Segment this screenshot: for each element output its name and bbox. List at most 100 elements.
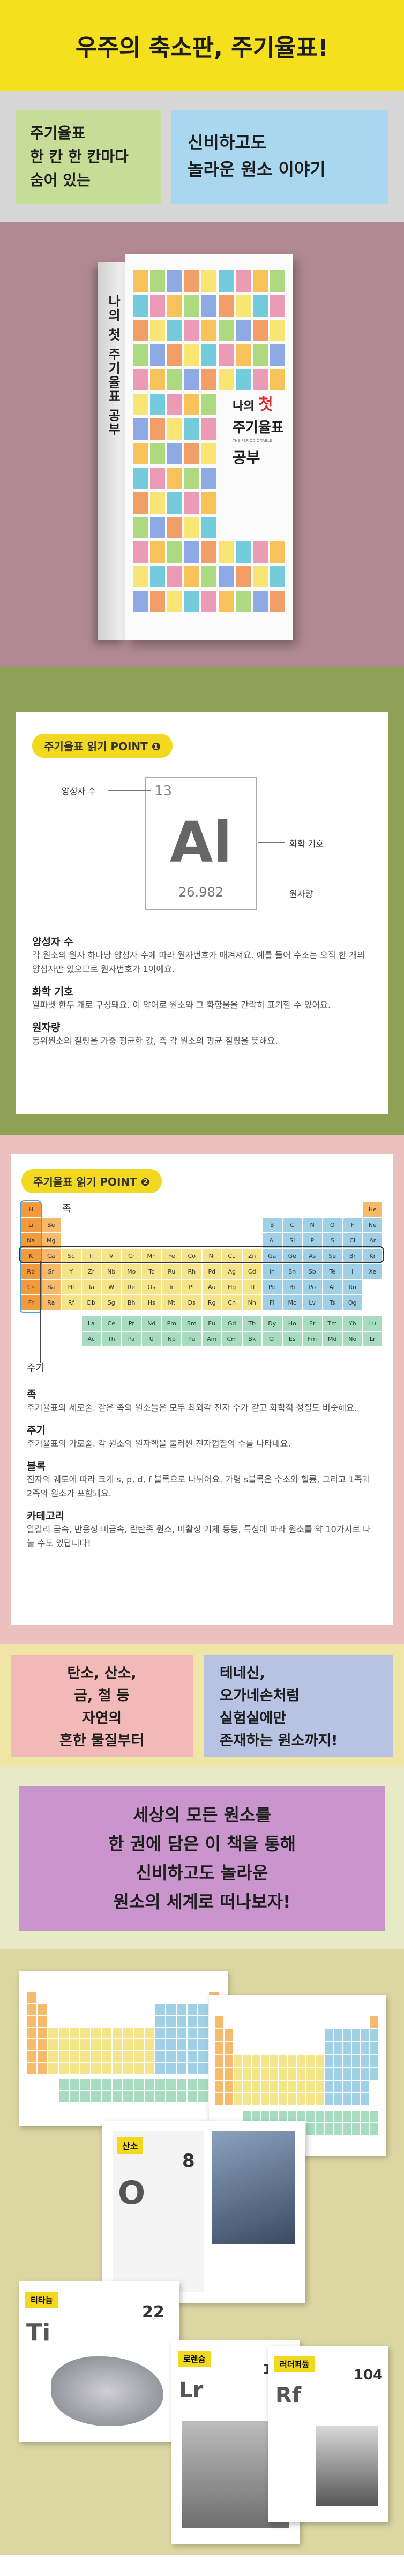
element-cell [155, 2090, 165, 2102]
element-cell [80, 2028, 90, 2038]
cover-tile [167, 369, 182, 390]
leader-line [40, 1261, 41, 1363]
element-cell [252, 2081, 260, 2092]
cover-tile [201, 517, 216, 538]
element-cell [370, 2111, 378, 2123]
element-cell: Ta [81, 1280, 101, 1294]
element-cell [261, 2068, 269, 2080]
element-cell [316, 2111, 324, 2123]
cover-tile [253, 344, 268, 366]
cover-tile [270, 541, 285, 563]
element-cell: Yb [343, 1316, 362, 1331]
cover-tile [219, 566, 234, 587]
point-tag: 주기율표 읽기 POINT ❶ [32, 734, 173, 758]
cover-tile [150, 344, 165, 366]
element-cell [334, 2042, 342, 2054]
element-cell [215, 2055, 223, 2067]
range-line: 금, 철 등 [74, 1688, 130, 1704]
element-cell [243, 2093, 251, 2105]
element-cell: Ho [282, 1316, 302, 1331]
element-cell [361, 2068, 369, 2080]
element-cell [70, 2028, 79, 2038]
cover-tile [150, 517, 165, 538]
cover-tile [150, 591, 165, 612]
element-cell [288, 2055, 296, 2067]
cover-tile [167, 320, 182, 341]
range-line: 오가네손처럼 [220, 1688, 300, 1704]
element-cell [325, 2068, 333, 2080]
element-cell [27, 2063, 36, 2074]
element-mass: 26.982 [178, 885, 223, 900]
element-cell: As [303, 1249, 322, 1263]
range-line: 흔한 물질부터 [59, 1733, 145, 1749]
cover-title-main: 주기율표 [233, 420, 284, 436]
cover-tile [133, 492, 148, 514]
closing-line: 세상의 모든 원소를 [133, 1805, 271, 1825]
element-cell [134, 2090, 144, 2102]
element-cell: Es [282, 1332, 302, 1347]
element-cell [134, 2051, 144, 2062]
element-cell: Mn [142, 1249, 161, 1263]
element-cell [123, 2051, 133, 2062]
page-panel [113, 2131, 204, 2292]
element-cell [113, 2090, 122, 2102]
cover-tile [133, 295, 148, 317]
element-cell: La [81, 1316, 101, 1331]
cover-tile [150, 443, 165, 464]
label-mass: 원자량 [289, 889, 313, 899]
element-cell [166, 2090, 176, 2102]
cover-tile [167, 295, 182, 317]
element-cell [166, 2016, 176, 2027]
element-cell [306, 2093, 315, 2105]
element-cell [198, 2063, 208, 2074]
cover-tile [150, 320, 165, 341]
element-cell: Sr [41, 1264, 61, 1279]
element-cell [352, 2055, 360, 2067]
element-cell [361, 2123, 369, 2136]
intro-line: 숨어 있는 [30, 171, 91, 189]
cover-tile [236, 320, 251, 341]
element-cell [166, 2028, 176, 2038]
element-cell [70, 2039, 79, 2050]
element-cell [198, 2004, 208, 2015]
closing-section: 세상의 모든 원소를 한 권에 담은 이 책을 통해 신비하고도 놀라운 원소의… [0, 1767, 404, 1949]
element-number: 13 [154, 783, 173, 799]
element-cell: Ga [263, 1249, 282, 1263]
element-cell: Db [81, 1295, 101, 1310]
element-cell [145, 2063, 154, 2074]
period-label: 주기 [27, 1362, 45, 1374]
item-desc: 알칼리 금속, 반응성 비금속, 란탄족 원소, 비활성 기체 등등, 특성에 … [27, 1524, 371, 1548]
element-cell: Ir [162, 1280, 181, 1294]
element-cell [38, 2051, 47, 2062]
cover-tile [219, 541, 234, 563]
element-cell [38, 2063, 47, 2074]
range-right: 테네신, 오가네손처럼 실험실에만 존재하는 원소까지! [204, 1655, 393, 1757]
cover-tile [219, 320, 234, 341]
label-symbol: 화학 기호 [289, 839, 324, 849]
element-cell: Ac [81, 1332, 101, 1347]
element-cell [252, 2093, 260, 2105]
element-cell [177, 2004, 186, 2015]
page-element-name: 러더퍼듐 [274, 2356, 315, 2372]
element-cell [102, 2078, 111, 2090]
element-cell [155, 2051, 165, 2062]
element-cell [59, 2039, 69, 2050]
element-cell [59, 2078, 69, 2090]
footer [0, 2555, 404, 2576]
element-cell [306, 2111, 315, 2123]
cover-tile [253, 566, 268, 587]
cover-tile [253, 591, 268, 612]
element-cell [145, 2078, 154, 2090]
element-cell [325, 2055, 333, 2067]
element-cell [343, 2081, 351, 2092]
element-cell [188, 2063, 197, 2074]
cover-title-sub: 공부 [233, 449, 260, 466]
range-line: 존재하는 원소까지! [220, 1733, 338, 1749]
cover-tile [201, 591, 216, 612]
cover-title-accent: 첫 [258, 395, 273, 414]
cover-tile [270, 270, 285, 292]
element-cell [91, 2028, 101, 2038]
page-element-symbol: Ti [26, 2319, 51, 2346]
cover-title: 나의 첫 주기율표 THE PERIODIC TABLE 공부 [233, 391, 289, 468]
